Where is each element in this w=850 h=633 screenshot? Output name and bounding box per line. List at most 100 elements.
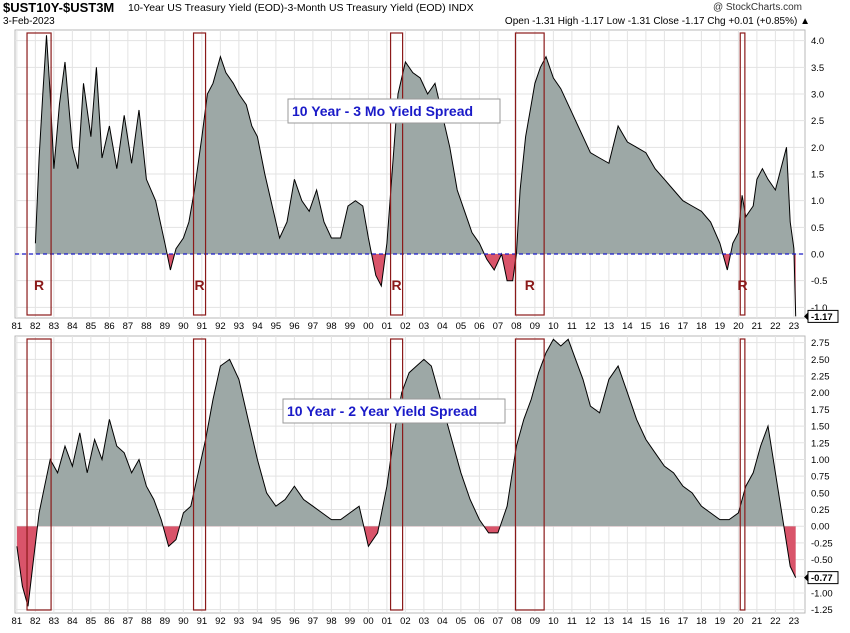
y-tick-label: 3.5 [811,63,824,74]
x-tick-label: 14 [622,321,633,332]
x-tick-label: 10 [548,616,559,627]
y-tick-label: -1.00 [811,588,833,599]
x-tick-label: 06 [474,616,485,627]
recession-box [389,338,404,611]
y-tick-label: 2.00 [811,388,830,399]
x-tick-label: 22 [770,616,781,627]
x-tick-label: 09 [530,616,541,627]
x-tick-label: 86 [104,321,115,332]
y-tick-label: -0.50 [811,555,833,566]
x-tick-label: 81 [12,321,23,332]
x-tick-label: 93 [234,321,245,332]
y-tick-label: -0.25 [811,538,833,549]
x-tick-label: 08 [511,616,522,627]
x-tick-label: 99 [345,321,356,332]
x-tick-label: 03 [419,616,430,627]
x-tick-label: 07 [493,321,504,332]
x-tick-label: 00 [363,321,374,332]
x-tick-label: 20 [733,616,744,627]
x-tick-label: 87 [123,616,134,627]
x-tick-label: 82 [30,616,41,627]
x-tick-label: 05 [456,321,467,332]
x-tick-label: 90 [178,616,189,627]
chart-title-box: 10 Year - 2 Year Yield Spread [282,398,506,424]
x-tick-label: 18 [696,321,707,332]
x-tick-label: 93 [234,616,245,627]
x-tick-label: 18 [696,616,707,627]
last-value-label: -1.17 [811,312,833,323]
x-tick-label: 01 [382,616,393,627]
x-tick-label: 91 [197,321,208,332]
x-tick-label: 10 [548,321,559,332]
y-tick-label: 2.0 [811,143,824,154]
y-tick-label: -0.5 [811,276,827,287]
x-tick-label: 99 [345,616,356,627]
recession-box [739,32,746,316]
x-tick-label: 92 [215,616,226,627]
x-tick-label: 84 [67,321,78,332]
x-tick-label: 11 [567,321,577,332]
y-tick-label: 2.50 [811,355,830,366]
y-tick-label: -1.0 [811,303,827,314]
y-tick-label: 2.25 [811,372,830,383]
recession-box [389,32,404,316]
recession-label: R [34,277,44,293]
y-tick-label: 0.5 [811,223,824,234]
x-tick-label: 97 [308,321,319,332]
x-tick-label: 20 [733,321,744,332]
ohlc-summary: Open -1.31 High -1.17 Low -1.31 Close -1… [504,16,810,27]
x-tick-label: 04 [437,616,448,627]
x-tick-label: 00 [363,616,374,627]
y-tick-label: 1.50 [811,422,830,433]
x-tick-label: 92 [215,321,226,332]
recession-box [192,32,207,316]
chart-title: 10 Year - 2 Year Yield Spread [287,403,477,419]
x-tick-label: 95 [271,616,282,627]
x-tick-label: 08 [511,321,522,332]
y-tick-label: -1.25 [811,605,833,616]
x-tick-label: 96 [289,321,300,332]
recession-label: R [525,277,535,293]
x-tick-label: 81 [12,616,23,627]
x-tick-label: 84 [67,616,78,627]
recession-box [192,338,207,611]
x-tick-label: 83 [49,616,60,627]
x-tick-label: 06 [474,321,485,332]
y-tick-label: 0.00 [811,522,830,533]
y-tick-label: 0.0 [811,250,824,261]
x-tick-label: 21 [752,321,763,332]
x-tick-label: 17 [678,321,689,332]
ticker-description: 10-Year US Treasury Yield (EOD)-3-Month … [128,2,474,14]
recession-label: R [194,277,204,293]
x-tick-label: 12 [585,321,596,332]
x-tick-label: 19 [715,321,726,332]
x-tick-label: 87 [123,321,134,332]
last-value-label: -0.77 [811,573,833,584]
y-tick-label: 4.0 [811,36,824,47]
x-tick-label: 88 [141,321,152,332]
x-tick-label: 97 [308,616,319,627]
x-tick-label: 23 [789,321,800,332]
x-tick-label: 23 [789,616,800,627]
x-tick-label: 85 [86,616,97,627]
x-tick-label: 04 [437,321,448,332]
x-tick-label: 95 [271,321,282,332]
x-tick-label: 02 [400,321,411,332]
recession-label: R [392,277,402,293]
x-tick-label: 12 [585,616,596,627]
recession-box [514,338,545,611]
y-tick-label: 1.5 [811,170,824,181]
chart-title-box: 10 Year - 3 Mo Yield Spread [287,98,501,124]
x-tick-label: 13 [604,616,615,627]
x-tick-label: 07 [493,616,504,627]
y-tick-label: 1.00 [811,455,830,466]
chart-title: 10 Year - 3 Mo Yield Spread [292,103,473,119]
x-tick-label: 15 [641,321,652,332]
y-tick-label: 0.25 [811,505,830,516]
x-tick-label: 17 [678,616,689,627]
x-tick-label: 98 [326,616,337,627]
x-tick-label: 94 [252,616,263,627]
x-tick-label: 89 [160,616,171,627]
